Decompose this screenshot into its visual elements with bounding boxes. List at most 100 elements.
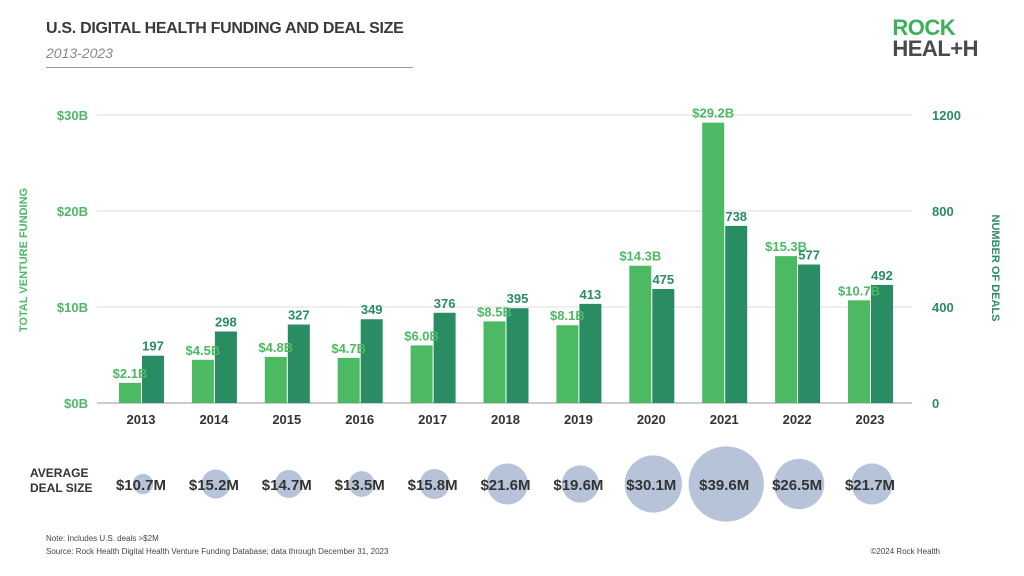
funding-data-label: $8.5B [477,304,512,319]
deals-bar [506,308,529,403]
x-tick-label: 2023 [856,412,885,427]
funding-bar [191,359,214,403]
x-tick-label: 2017 [418,412,447,427]
funding-bar [556,325,579,403]
x-tick-label: 2021 [710,412,739,427]
funding-data-label: $4.5B [186,343,221,358]
y-axis-label: TOTAL VENTURE FUNDING [18,188,30,332]
x-tick-label: 2013 [127,412,156,427]
deals-bar [360,319,383,403]
deals-data-label: 395 [507,291,529,306]
chart-subtitle: 2013-2023 [46,45,113,61]
funding-bar [629,265,652,403]
funding-data-label: $10.7B [838,283,880,298]
deals-data-label: 327 [288,308,310,323]
deals-bar [871,284,893,403]
funding-data-label: $8.1B [550,308,585,323]
deals-data-label: 475 [652,272,674,287]
deals-data-label: 492 [871,268,893,283]
deals-bar [725,225,748,403]
deals-bar [433,312,456,403]
rock-health-logo: ROCK HEAL+H [892,15,978,61]
deals-bar [798,264,821,403]
deal-size-label: $39.6M [699,477,749,494]
deal-size-label: $15.8M [408,477,458,494]
deal-size-bubble [274,470,303,498]
title-divider [46,67,413,68]
funding-bar [410,345,433,403]
copyright: ©2024 Rock Health [870,547,941,556]
deal-size-bubble [132,473,154,495]
funding-data-label: $14.3B [619,249,661,264]
funding-bar [119,382,141,403]
bubble-label-line2: DEAL SIZE [30,481,92,495]
funding-bar [702,122,725,404]
funding-data-label: $29.2B [692,106,734,121]
footnote: Note: Includes U.S. deals >$2M [46,534,159,543]
deals-bar [652,289,675,403]
logo-line2: HEAL+H [892,36,978,61]
y-tick-label: $20B [57,204,88,219]
deal-size-bubble [561,465,600,503]
deals-data-label: 349 [361,302,383,317]
funding-data-label: $15.3B [765,239,807,254]
deals-data-label: 413 [580,287,602,302]
bubble-label-line1: AVERAGE [30,466,88,480]
deal-size-label: $10.7M [116,477,166,494]
y2-axis-label: NUMBER OF DEALS [989,215,1001,322]
x-tick-label: 2014 [199,412,229,427]
deal-size-label: $21.6M [480,477,530,494]
y-tick-label: $0B [64,396,88,411]
funding-data-label: $6.0B [404,328,439,343]
funding-bar [483,321,506,403]
deal-size-label: $21.7M [845,477,895,494]
y2-tick-label: 1200 [932,108,961,123]
x-tick-label: 2015 [272,412,301,427]
source-note: Source: Rock Health Digital Health Ventu… [46,547,389,556]
deals-bar [579,303,602,403]
deal-size-label: $19.6M [553,477,603,494]
deal-size-label: $15.2M [189,477,239,494]
logo-line1: ROCK [892,15,956,40]
y-tick-label: $10B [57,300,88,315]
deals-bar [214,331,237,403]
funding-bar [775,256,798,403]
deal-size-bubble [348,471,375,497]
deals-bar [142,355,164,403]
deal-size-bubble [773,458,825,510]
deal-size-bubble [624,455,682,513]
deal-size-label: $14.7M [262,477,312,494]
funding-data-label: $4.7B [331,341,366,356]
funding-data-label: $2.1B [113,366,148,381]
deals-data-label: 197 [142,339,164,354]
y2-tick-label: 0 [932,396,939,411]
x-tick-label: 2020 [637,412,666,427]
deals-data-label: 577 [798,248,820,263]
chart-title: U.S. DIGITAL HEALTH FUNDING AND DEAL SIZ… [46,20,404,37]
deal-size-bubble [201,469,231,499]
deal-size-bubble [486,463,529,505]
deals-data-label: 376 [434,296,456,311]
deal-size-label: $30.1M [626,477,676,494]
funding-bar [337,357,360,403]
deal-size-label: $13.5M [335,477,385,494]
deals-data-label: 298 [215,314,237,329]
deals-bar [287,324,310,403]
funding-data-label: $4.8B [258,340,293,355]
x-tick-label: 2022 [783,412,812,427]
funding-bar [264,356,287,403]
x-tick-label: 2018 [491,412,520,427]
deal-size-bubble [419,468,450,500]
deals-data-label: 738 [725,209,747,224]
deal-size-label: $26.5M [772,477,822,494]
deal-size-bubble [688,446,764,522]
deal-size-bubble [851,463,893,505]
x-tick-label: 2019 [564,412,593,427]
y2-tick-label: 400 [932,300,954,315]
y2-tick-label: 800 [932,204,954,219]
x-tick-label: 2016 [345,412,374,427]
funding-bar [848,300,870,403]
y-tick-label: $30B [57,108,88,123]
